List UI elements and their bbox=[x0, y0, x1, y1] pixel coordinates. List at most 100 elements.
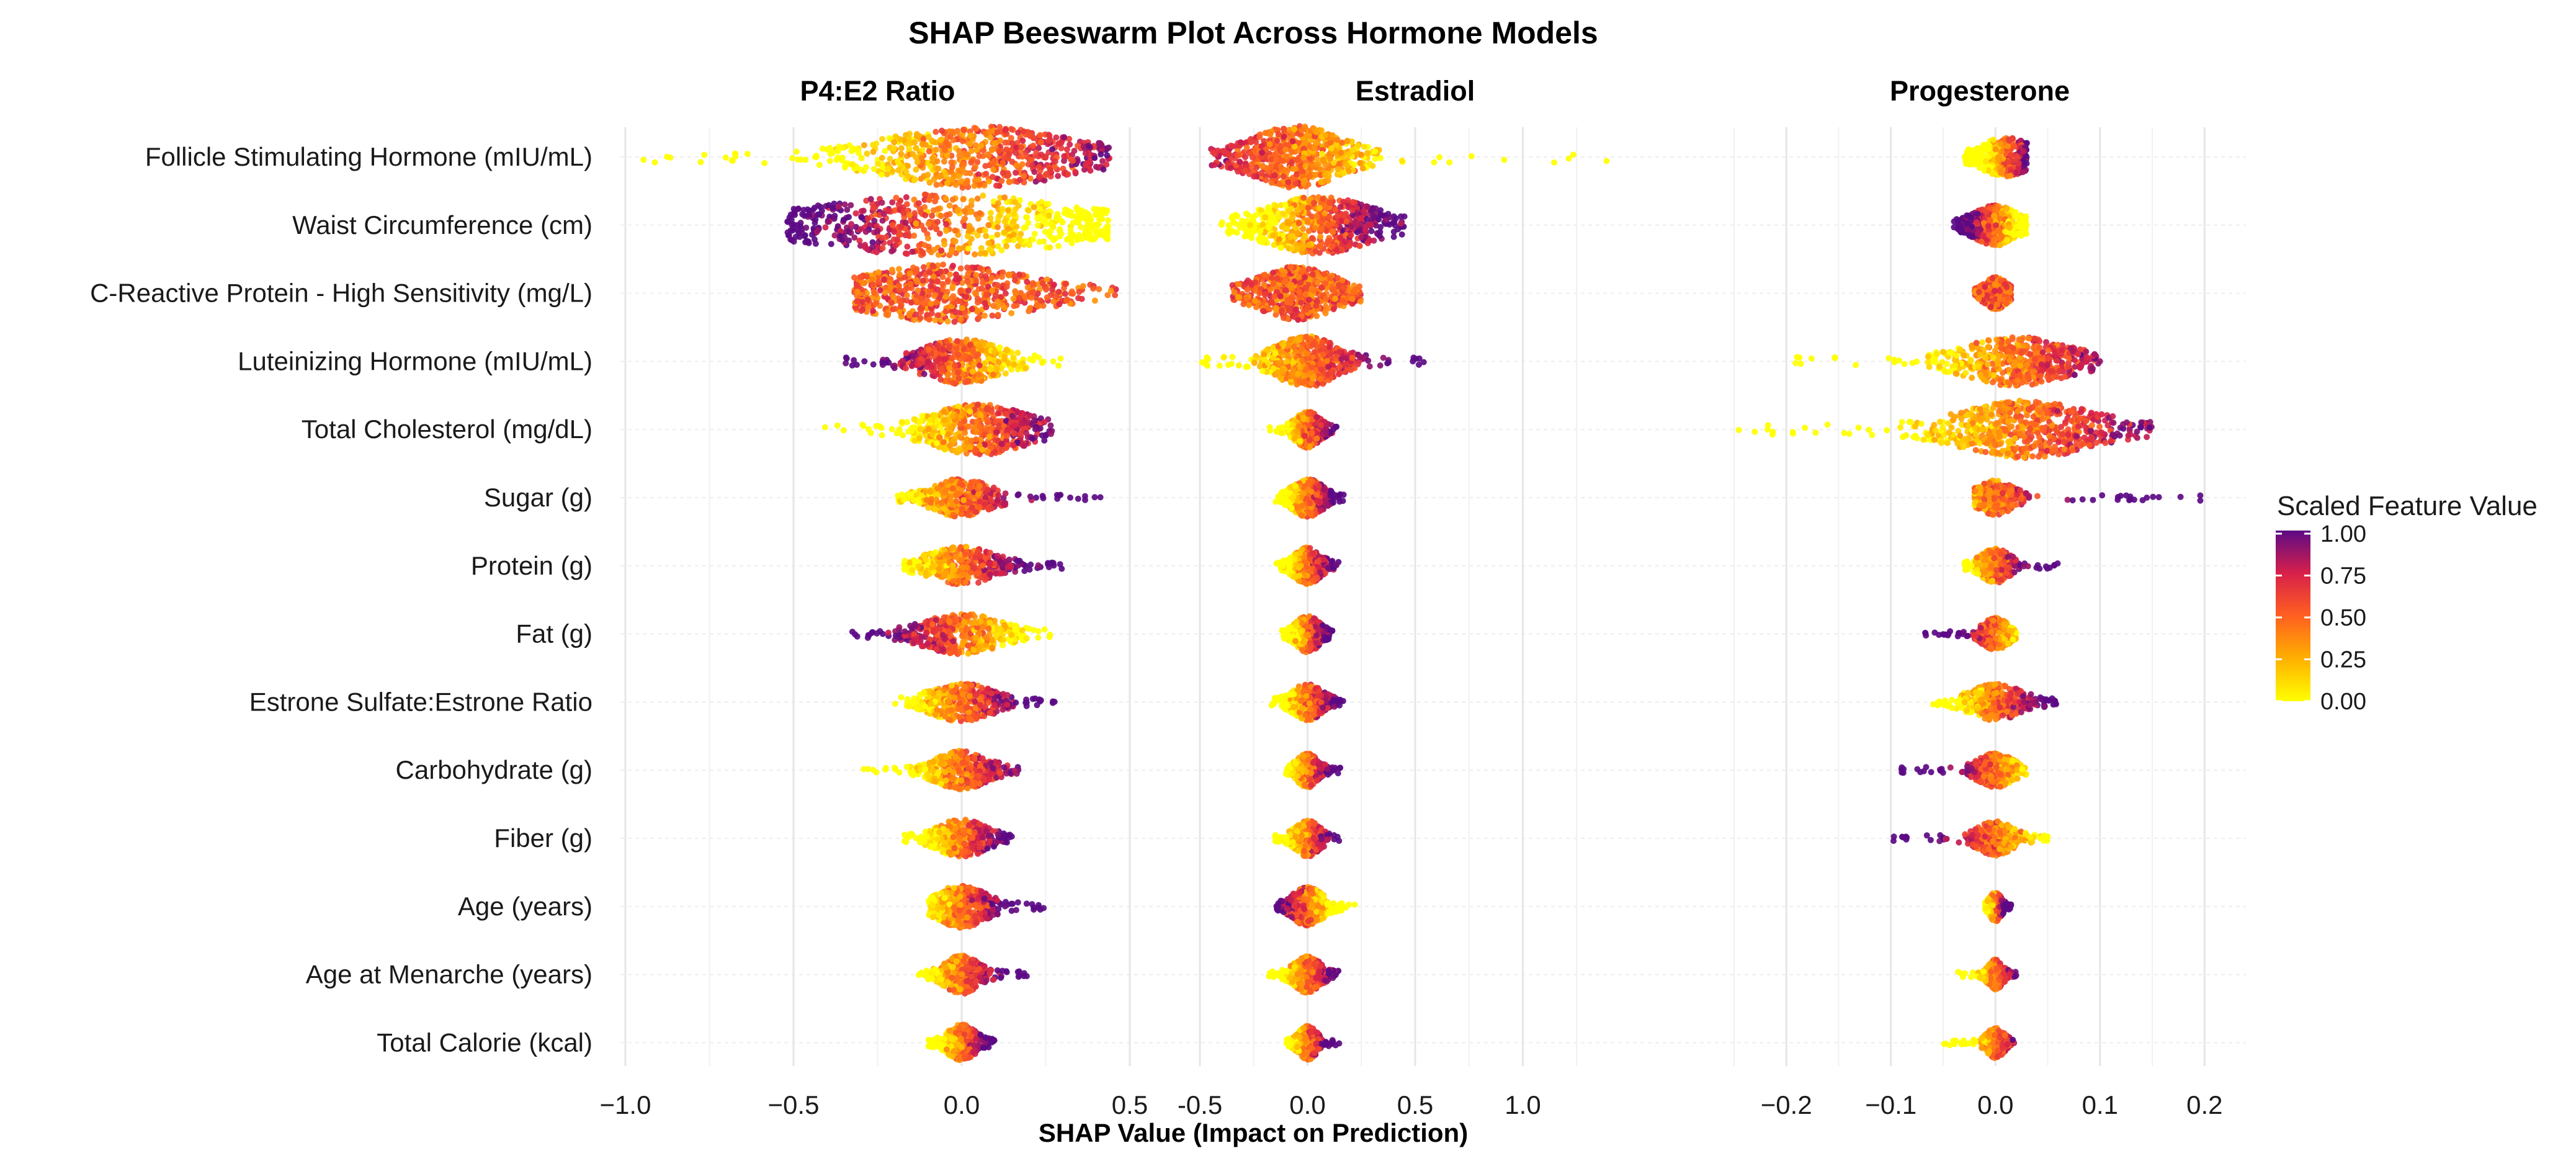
shap-point bbox=[1075, 496, 1081, 502]
shap-point bbox=[958, 316, 964, 322]
shap-point bbox=[964, 264, 970, 271]
shap-point bbox=[941, 241, 947, 248]
shap-point bbox=[956, 714, 962, 720]
shap-point bbox=[975, 401, 981, 408]
shap-point bbox=[651, 159, 658, 166]
shap-point bbox=[1055, 211, 1061, 217]
shap-point bbox=[815, 212, 821, 218]
shap-point bbox=[955, 403, 962, 410]
shap-point bbox=[828, 241, 834, 247]
shap-point bbox=[980, 624, 986, 630]
beeswarm-row bbox=[784, 192, 1111, 259]
shap-point bbox=[910, 353, 916, 359]
shap-point bbox=[883, 765, 889, 771]
shap-point bbox=[841, 428, 847, 434]
shap-point bbox=[1022, 365, 1029, 372]
shap-point bbox=[936, 690, 942, 696]
shap-point bbox=[812, 236, 818, 243]
shap-point bbox=[988, 498, 995, 504]
shap-point bbox=[929, 621, 936, 627]
shap-point bbox=[964, 626, 970, 632]
shap-point bbox=[923, 488, 929, 494]
shap-point bbox=[911, 416, 918, 423]
shap-point bbox=[865, 297, 871, 303]
shap-point bbox=[942, 488, 949, 495]
shap-point bbox=[1004, 284, 1010, 290]
shap-point bbox=[1019, 161, 1026, 168]
shap-point bbox=[964, 278, 970, 284]
shap-point bbox=[1055, 362, 1062, 369]
shap-point bbox=[870, 767, 877, 773]
shap-point bbox=[964, 704, 970, 710]
shap-point bbox=[941, 614, 947, 621]
shap-point bbox=[697, 159, 704, 165]
shap-point bbox=[1072, 169, 1078, 175]
shap-point bbox=[1098, 142, 1104, 148]
shap-point bbox=[950, 769, 957, 776]
shap-point bbox=[850, 145, 856, 151]
shap-point bbox=[946, 618, 952, 624]
shap-point bbox=[982, 228, 988, 234]
shap-point bbox=[1014, 350, 1021, 356]
shap-point bbox=[1047, 244, 1053, 251]
shap-point bbox=[857, 226, 864, 232]
shap-point bbox=[906, 146, 913, 152]
shap-point bbox=[998, 178, 1004, 184]
shap-point bbox=[887, 156, 893, 162]
shap-point bbox=[1017, 238, 1024, 244]
shap-point bbox=[904, 244, 910, 250]
shap-point bbox=[1036, 174, 1042, 181]
shap-point bbox=[1058, 140, 1064, 146]
shap-point bbox=[890, 222, 896, 228]
shap-point bbox=[803, 225, 809, 231]
shap-point bbox=[815, 202, 821, 208]
shap-point bbox=[991, 349, 998, 355]
shap-point bbox=[870, 361, 877, 367]
shap-point bbox=[905, 232, 911, 238]
shap-point bbox=[903, 169, 909, 175]
shap-point bbox=[1046, 212, 1052, 218]
shap-point bbox=[926, 134, 932, 140]
shap-point bbox=[854, 298, 860, 305]
shap-point bbox=[1061, 153, 1067, 159]
beeswarm-row bbox=[822, 401, 1055, 457]
shap-point bbox=[923, 557, 929, 563]
shap-point bbox=[949, 683, 955, 689]
shap-point bbox=[822, 424, 828, 431]
shap-point bbox=[870, 308, 876, 314]
shap-point bbox=[936, 434, 942, 441]
shap-point bbox=[985, 486, 991, 493]
shap-point bbox=[956, 578, 962, 584]
shap-point bbox=[858, 308, 864, 314]
shap-point bbox=[1056, 301, 1062, 307]
gridlines bbox=[620, 127, 2246, 1066]
shap-point bbox=[885, 208, 892, 215]
shap-point bbox=[1030, 143, 1036, 149]
shap-point bbox=[1047, 423, 1053, 429]
shap-point bbox=[957, 287, 964, 294]
shap-point bbox=[945, 431, 951, 437]
shap-point bbox=[975, 195, 981, 202]
shap-point bbox=[950, 197, 956, 203]
shap-point bbox=[980, 562, 986, 568]
shap-point bbox=[922, 212, 928, 218]
shap-point bbox=[969, 782, 975, 789]
shap-point bbox=[885, 312, 891, 318]
shap-point bbox=[986, 356, 992, 362]
shap-point bbox=[973, 277, 980, 284]
shap-point bbox=[1013, 150, 1019, 156]
shap-point bbox=[934, 287, 941, 293]
shap-point bbox=[916, 639, 922, 645]
shap-point bbox=[987, 572, 993, 578]
shap-point bbox=[1067, 231, 1073, 237]
shap-point bbox=[952, 754, 959, 760]
shap-point bbox=[1058, 356, 1064, 362]
shap-point bbox=[959, 506, 965, 512]
shap-point bbox=[960, 346, 967, 352]
shap-point bbox=[956, 446, 962, 452]
shap-point bbox=[921, 689, 927, 696]
shap-point bbox=[859, 215, 865, 221]
shap-point bbox=[926, 148, 932, 155]
shap-point bbox=[1052, 158, 1058, 164]
shap-point bbox=[934, 647, 940, 653]
